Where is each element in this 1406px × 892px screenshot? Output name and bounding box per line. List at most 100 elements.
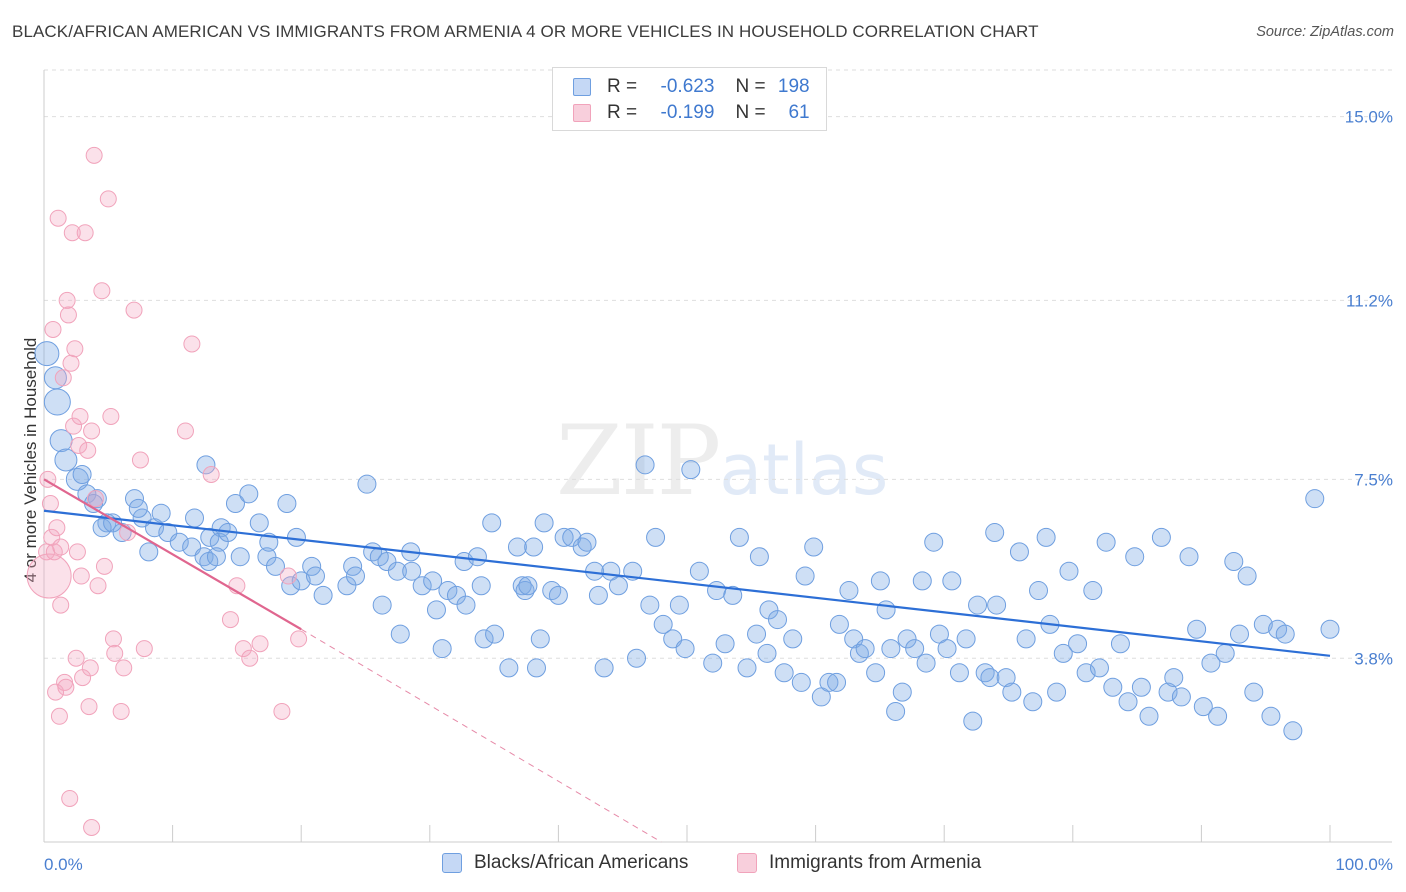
series-label-blacks: Blacks/African Americans: [474, 852, 689, 873]
data-point-armenia: [112, 702, 130, 720]
trendline-armenia-extension: [300, 628, 662, 843]
legend-n-label: N =: [735, 102, 766, 123]
data-point-blacks: [855, 639, 875, 659]
data-point-blacks: [485, 624, 505, 644]
data-point-armenia: [50, 707, 68, 725]
data-point-blacks: [870, 571, 890, 591]
data-point-blacks: [819, 672, 839, 692]
series-label-armenia: Immigrants from Armenia: [769, 852, 982, 873]
series-swatch-blue: [442, 853, 462, 873]
data-point-armenia: [83, 422, 101, 440]
data-point-blacks: [1118, 692, 1138, 712]
data-point-armenia: [67, 649, 85, 667]
data-point-blacks: [783, 629, 803, 649]
data-point-blacks: [949, 663, 969, 683]
data-point-armenia: [104, 630, 122, 648]
data-point-blacks: [1096, 532, 1116, 552]
correlation-legend: R = -0.623 N = 198 R = -0.199 N = 61: [552, 67, 827, 131]
data-point-blacks: [715, 634, 735, 654]
data-point-armenia: [52, 538, 70, 556]
data-point-blacks: [390, 624, 410, 644]
data-point-blacks: [286, 527, 306, 547]
trendline-armenia: [43, 478, 302, 631]
data-point-armenia: [81, 659, 99, 677]
data-point-blacks: [265, 556, 285, 576]
data-point-blacks: [1002, 682, 1022, 702]
data-point-blacks: [54, 448, 78, 472]
data-point-blacks: [1244, 682, 1264, 702]
data-point-armenia: [71, 407, 89, 425]
data-point-blacks: [905, 639, 925, 659]
data-point-blacks: [423, 571, 443, 591]
legend-n-label: N =: [735, 76, 766, 97]
data-point-blacks: [482, 513, 502, 533]
data-point-blacks: [916, 653, 936, 673]
y-tick-label: 11.2%: [1346, 291, 1393, 310]
data-point-blacks: [1089, 658, 1109, 678]
data-point-armenia: [68, 543, 86, 561]
data-point-blacks: [985, 523, 1005, 543]
data-point-blacks: [402, 561, 422, 581]
data-point-blacks: [608, 576, 628, 596]
data-point-blacks: [562, 527, 582, 547]
data-point-armenia: [61, 789, 79, 807]
data-point-blacks: [646, 527, 666, 547]
data-point-blacks: [1009, 542, 1029, 562]
data-point-blacks: [1237, 566, 1257, 586]
data-point-blacks: [1125, 547, 1145, 567]
data-point-blacks: [474, 629, 494, 649]
data-point-blacks: [357, 474, 377, 494]
data-point-armenia: [86, 490, 104, 508]
data-point-blacks: [729, 527, 749, 547]
data-point-blacks: [128, 498, 148, 518]
data-point-armenia: [63, 224, 81, 242]
data-point-blacks: [892, 682, 912, 702]
data-point-armenia: [183, 335, 201, 353]
legend-row-blacks: R = -0.623 N = 198: [573, 76, 810, 98]
data-point-blacks: [1068, 634, 1088, 654]
data-point-blacks: [588, 585, 608, 605]
data-point-blacks: [681, 460, 701, 480]
legend-n-value: 61: [788, 102, 810, 123]
data-point-blacks: [747, 624, 767, 644]
data-point-blacks: [1103, 677, 1123, 697]
data-point-armenia: [106, 644, 124, 662]
data-point-blacks: [1083, 581, 1103, 601]
data-point-blacks: [77, 484, 97, 504]
legend-r-label: R =: [607, 102, 638, 123]
data-point-armenia: [26, 553, 72, 599]
data-point-blacks: [1139, 706, 1159, 726]
data-point-blacks: [1131, 677, 1151, 697]
data-point-blacks: [524, 537, 544, 557]
x-tick-label-end: 100.0%: [1335, 855, 1393, 874]
data-point-blacks: [635, 455, 655, 475]
data-point-blacks: [225, 494, 245, 514]
data-point-blacks: [737, 658, 757, 678]
data-point-blacks: [1201, 653, 1221, 673]
data-point-blacks: [827, 672, 847, 692]
data-point-armenia: [93, 282, 111, 300]
trendline-blacks: [43, 509, 1331, 657]
data-point-armenia: [48, 519, 66, 537]
data-point-blacks: [313, 585, 333, 605]
data-point-blacks: [791, 672, 811, 692]
data-point-blacks: [499, 658, 519, 678]
data-point-armenia: [279, 567, 297, 585]
data-point-blacks: [795, 566, 815, 586]
y-tick-label: 7.5%: [1354, 470, 1393, 489]
data-point-armenia: [72, 567, 90, 585]
data-point-blacks: [302, 556, 322, 576]
data-point-blacks: [1179, 547, 1199, 567]
data-point-blacks: [767, 610, 787, 630]
data-point-blacks: [548, 585, 568, 605]
data-point-blacks: [534, 513, 554, 533]
data-point-blacks: [507, 537, 527, 557]
data-point-blacks: [467, 547, 487, 567]
data-point-armenia: [102, 407, 120, 425]
data-point-blacks: [530, 629, 550, 649]
data-point-blacks: [886, 701, 906, 721]
data-point-blacks: [518, 576, 538, 596]
data-point-blacks: [912, 571, 932, 591]
data-point-blacks: [968, 595, 988, 615]
